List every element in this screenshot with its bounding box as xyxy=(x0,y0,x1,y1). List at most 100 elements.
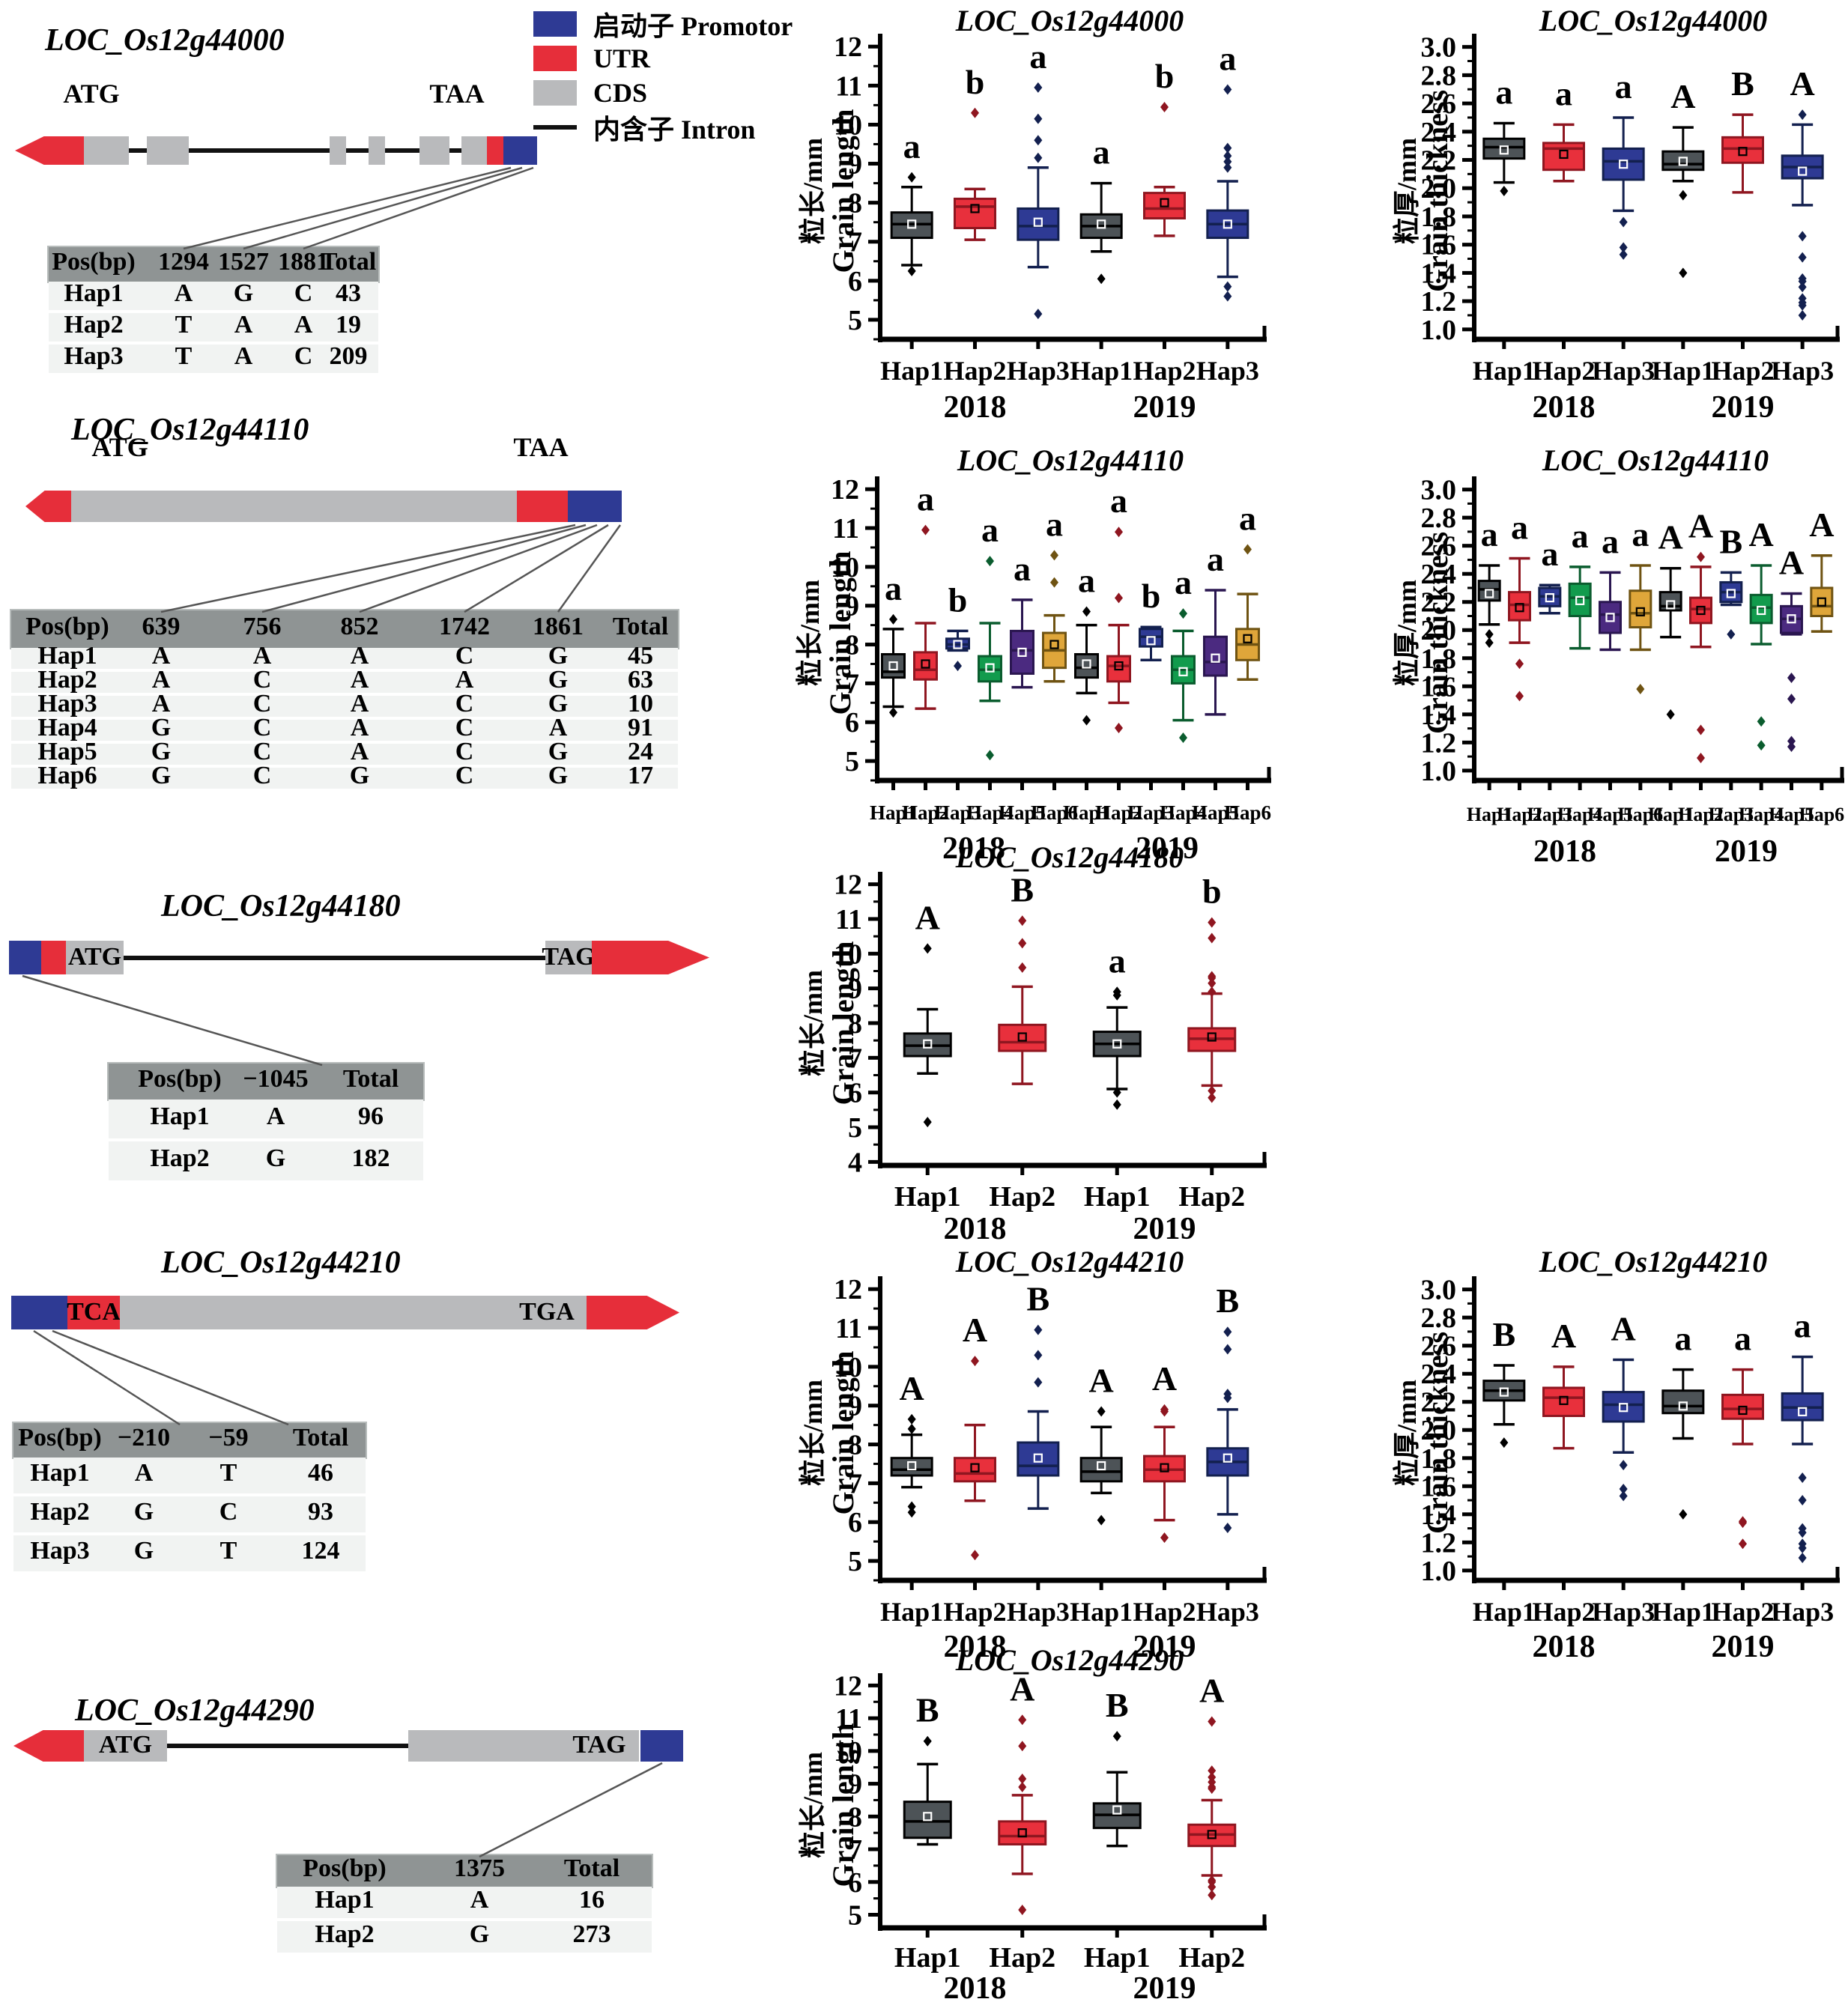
table-cell: Hap2 xyxy=(315,1920,375,1948)
hap-table: Pos(bp) −1045 Total Hap1 A 96 Hap2 G 182 xyxy=(109,1064,423,1189)
significance-letter: A xyxy=(1010,1669,1034,1708)
svg-text:10: 10 xyxy=(834,109,862,141)
significance-letter: A xyxy=(1749,515,1774,553)
table-header-cell: Pos(bp) xyxy=(138,1065,222,1093)
svg-text:Hap3: Hap3 xyxy=(1196,356,1259,386)
significance-letter: A xyxy=(1809,506,1834,544)
hap-table: Pos(bp) 1294 1527 1881 Total Hap1 A G C 43 Hap2 T A A… xyxy=(49,247,378,382)
codon-label: TAA xyxy=(513,432,569,462)
table-cell: C xyxy=(455,738,474,765)
svg-text:5: 5 xyxy=(845,746,859,777)
y-axis-label-cn: 粒长/mm xyxy=(795,580,825,686)
table-row: Hap1 A 16 xyxy=(277,1886,652,1921)
significance-letter: a xyxy=(1110,482,1127,520)
table-cell: A xyxy=(350,642,369,670)
utr-swatch-icon xyxy=(533,46,577,71)
table-cell: C xyxy=(455,642,474,670)
significance-letter: A xyxy=(1152,1359,1177,1398)
table-row: Hap6 G C G C G 17 xyxy=(11,762,678,792)
svg-text:2019: 2019 xyxy=(1712,1630,1775,1664)
svg-text:2.2: 2.2 xyxy=(1421,1387,1457,1419)
svg-text:1.2: 1.2 xyxy=(1421,286,1457,318)
table-cell: Hap1 xyxy=(150,1102,210,1130)
table-row: Hap4 G C A C A 91 xyxy=(11,714,678,744)
y-axis-label-cn: 粒长/mm xyxy=(798,970,828,1076)
table-cell: 10 xyxy=(628,690,653,718)
table-cell: 46 xyxy=(308,1459,333,1487)
significance-letter: a xyxy=(1014,550,1031,588)
significance-letter: a xyxy=(1207,540,1224,578)
significance-letter: a xyxy=(903,127,921,166)
svg-text:Hap2: Hap2 xyxy=(1178,1181,1245,1213)
table-cell: A xyxy=(252,642,272,670)
significance-letter: a xyxy=(1632,515,1649,553)
intron-line xyxy=(129,148,147,153)
svg-text:2018: 2018 xyxy=(1533,390,1596,425)
svg-text:2019: 2019 xyxy=(1712,390,1775,425)
significance-letter: B xyxy=(1731,64,1754,103)
table-header-cell: 1742 xyxy=(439,613,490,640)
svg-text:12: 12 xyxy=(831,474,859,506)
gene-title-44110: LOC_Os12g44110 xyxy=(71,413,309,447)
svg-text:12: 12 xyxy=(834,870,862,901)
svg-text:2018: 2018 xyxy=(944,1630,1007,1664)
table-cell: A xyxy=(350,690,369,718)
significance-letter: B xyxy=(1026,1280,1049,1318)
svg-text:2.6: 2.6 xyxy=(1421,88,1457,120)
svg-text:1.8: 1.8 xyxy=(1421,1443,1457,1475)
svg-text:2018: 2018 xyxy=(1533,834,1596,869)
svg-text:1.4: 1.4 xyxy=(1421,700,1457,731)
svg-text:2.6: 2.6 xyxy=(1421,1331,1457,1362)
svg-text:2.6: 2.6 xyxy=(1421,531,1457,562)
svg-text:6: 6 xyxy=(848,1078,862,1109)
svg-text:2.4: 2.4 xyxy=(1421,1359,1457,1390)
svg-text:2.0: 2.0 xyxy=(1421,615,1457,646)
svg-text:10: 10 xyxy=(834,938,862,970)
table-cell: G xyxy=(265,1144,286,1172)
table-header-cell: Total xyxy=(320,248,377,276)
cds-box xyxy=(71,491,517,522)
svg-text:7: 7 xyxy=(848,1834,862,1866)
svg-text:2018: 2018 xyxy=(944,1971,1007,2005)
significance-letter: a xyxy=(1029,37,1046,76)
cds-box xyxy=(369,136,385,165)
svg-text:11: 11 xyxy=(835,1313,862,1344)
svg-text:Hap1: Hap1 xyxy=(1652,1597,1715,1627)
significance-letter: a xyxy=(1175,563,1192,601)
table-cell: Hap1 xyxy=(37,642,97,670)
table-cell: 124 xyxy=(301,1537,340,1565)
legend-label: UTR xyxy=(593,43,651,73)
svg-text:Hap3: Hap3 xyxy=(934,801,981,824)
svg-text:10: 10 xyxy=(834,1736,862,1768)
table-header-row: Pos(bp) 639 756 852 1742 1861 Total xyxy=(11,610,678,648)
svg-text:2.0: 2.0 xyxy=(1421,1415,1457,1446)
table-cell: 96 xyxy=(358,1102,384,1130)
svg-text:12: 12 xyxy=(834,31,862,63)
table-row: Hap3 G T 124 xyxy=(13,1535,366,1574)
table-header-cell: 1881 xyxy=(278,248,329,276)
cds-box xyxy=(66,941,124,974)
significance-letter: A xyxy=(1790,64,1815,103)
svg-text:11: 11 xyxy=(835,904,862,935)
utr-box xyxy=(41,941,66,974)
svg-text:11: 11 xyxy=(832,513,859,545)
table-cell: G xyxy=(151,762,172,789)
cds-box xyxy=(545,941,592,974)
svg-text:Hap1: Hap1 xyxy=(894,1181,961,1213)
svg-text:2018: 2018 xyxy=(942,831,1005,866)
table-cell: C xyxy=(294,342,313,370)
table-header-cell: Total xyxy=(292,1424,349,1452)
cds-swatch-icon xyxy=(533,80,577,106)
table-cell: G xyxy=(349,762,370,789)
table-header-row: Pos(bp) −210 −59 Total xyxy=(13,1423,366,1458)
table-cell: T xyxy=(219,1537,237,1565)
svg-text:5: 5 xyxy=(848,1112,862,1144)
significance-letter: a xyxy=(1615,67,1632,106)
significance-letter: a xyxy=(1239,500,1256,538)
significance-letter: B xyxy=(1719,522,1742,560)
svg-text:7: 7 xyxy=(848,1468,862,1499)
codon-label: TGA xyxy=(519,1297,575,1326)
table-cell: Hap3 xyxy=(37,690,97,718)
